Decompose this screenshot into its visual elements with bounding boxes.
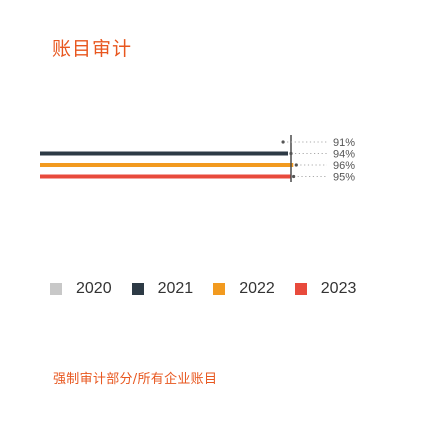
data-label-2021: 94% [333, 149, 355, 161]
bar-end-dot-2023 [292, 174, 296, 179]
data-label-2023: 95% [333, 172, 355, 184]
legend-swatch-2021 [131, 283, 144, 295]
bar-end-dot-2020 [281, 140, 285, 144]
legend-label-2022: 2022 [239, 280, 275, 297]
bar-end-dot-2022 [294, 163, 298, 167]
bar-end-dot-2021 [289, 151, 293, 156]
legend-swatch-2020 [50, 283, 62, 295]
legend-swatch-2023 [294, 283, 307, 295]
bars-layer [40, 151, 294, 179]
chart-title: 账目审计 [52, 38, 133, 60]
data-label-2022: 96% [333, 160, 355, 172]
bar-2021 [40, 151, 288, 156]
labels-layer: 91%94%96%95% [281, 137, 355, 184]
legend: 2020 2021 2022 2023 [50, 280, 356, 298]
bar-2022 [40, 163, 294, 167]
legend-label-2021: 2021 [157, 280, 194, 297]
legend-swatch-2022 [213, 283, 226, 295]
legend-item-2020: 2020 [50, 280, 112, 298]
bar-2023 [40, 174, 291, 179]
legend-label-2023: 2023 [320, 280, 357, 297]
legend-item-2021: 2021 [131, 280, 194, 298]
legend-label-2020: 2020 [76, 280, 112, 297]
data-label-2020: 91% [333, 137, 355, 149]
legend-item-2022: 2022 [213, 280, 275, 298]
footnote: 强制审计部分/所有企业账目 [53, 372, 218, 387]
legend-item-2023: 2023 [294, 280, 357, 298]
